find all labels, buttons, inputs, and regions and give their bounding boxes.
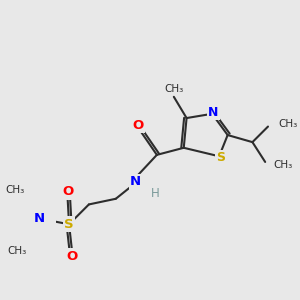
Text: S: S bbox=[64, 218, 74, 231]
Text: H: H bbox=[151, 187, 160, 200]
Text: O: O bbox=[133, 118, 144, 132]
Text: O: O bbox=[66, 250, 77, 263]
Text: N: N bbox=[34, 212, 45, 225]
Text: CH₃: CH₃ bbox=[274, 160, 293, 170]
Text: N: N bbox=[130, 175, 141, 188]
Text: CH₃: CH₃ bbox=[278, 119, 297, 129]
Text: CH₃: CH₃ bbox=[164, 84, 184, 94]
Text: S: S bbox=[216, 151, 225, 164]
Text: CH₃: CH₃ bbox=[6, 185, 25, 195]
Text: O: O bbox=[62, 185, 73, 198]
Text: CH₃: CH₃ bbox=[7, 246, 26, 256]
Text: N: N bbox=[208, 106, 219, 119]
